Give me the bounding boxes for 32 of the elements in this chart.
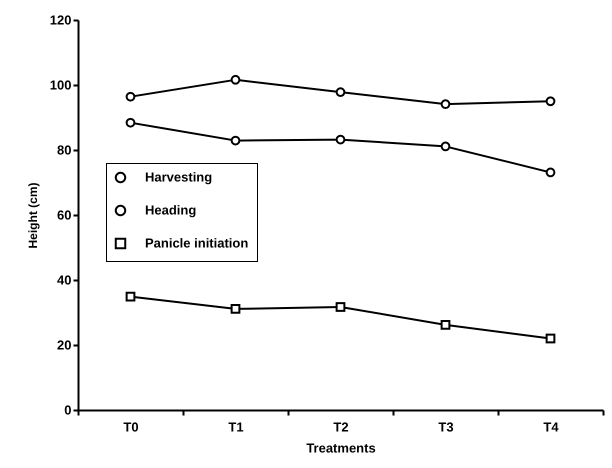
point [546,168,556,178]
legend-label: Panicle initiation [145,236,248,250]
point [546,334,556,344]
point [230,304,240,314]
legend-label: Harvesting [145,170,212,184]
point [230,136,240,146]
y-tick-label: 20 [57,338,72,352]
y-tick-label: 0 [64,402,72,418]
point [126,292,136,302]
y-tick-label: 60 [57,208,72,222]
point [230,74,240,85]
y-tick-label: 120 [50,12,72,28]
legend-label: Heading [145,202,196,218]
x-tick-label: T2 [333,420,349,434]
point [336,302,346,312]
x-tick-label: T4 [543,420,560,434]
y-tick-label: 40 [57,272,72,288]
x-tick-label: T3 [438,420,454,434]
point [126,118,136,128]
point [546,96,556,106]
y-tick-label: 80 [57,142,72,158]
x-tick-label: T0 [123,420,139,434]
point [336,134,346,144]
x-axis-title: Treatments [306,440,376,456]
point [126,92,136,102]
point [336,87,346,98]
x-tick-label: T1 [228,420,244,434]
point [440,142,450,152]
point [440,99,450,110]
y-axis-title: Height (cm) [26,182,40,248]
point [440,320,450,330]
y-tick-label: 100 [50,78,72,92]
